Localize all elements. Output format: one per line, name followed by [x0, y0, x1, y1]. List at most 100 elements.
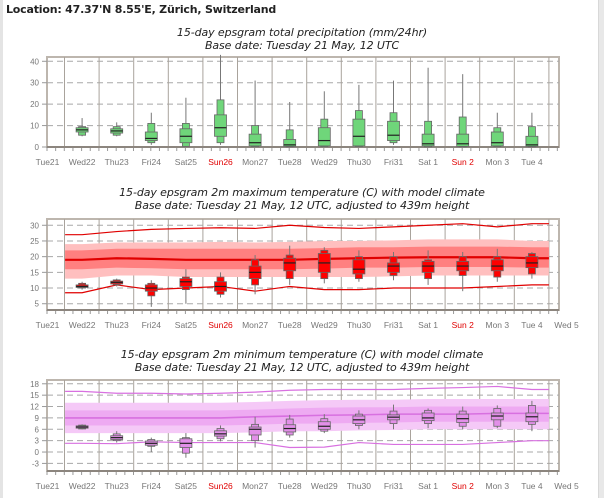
box-25-75: [248, 133, 262, 147]
x-tick-label: Mon 3: [485, 157, 509, 167]
y-tick-label: 0: [35, 143, 40, 152]
box-25-75: [179, 278, 193, 287]
box-25-75: [387, 262, 400, 273]
box-25-75: [421, 412, 435, 421]
tmin-chart-title: 15-day epsgram 2m minimum temperature (C…: [120, 348, 484, 361]
y-tick-label: 0: [35, 448, 40, 457]
climate-min-line: [65, 440, 549, 449]
tmax-chart-title: 15-day epsgram 2m maximum temperature (C…: [119, 186, 485, 199]
x-tick-label: Sun26: [208, 320, 233, 330]
climate-median-line: [65, 412, 549, 419]
x-tick-label: Wed 5: [554, 481, 579, 491]
x-tick-label: Thu23: [105, 320, 129, 330]
x-tick-label: Wed 5: [554, 320, 579, 330]
y-tick-label: 10: [30, 122, 39, 131]
x-tick-label: Tue28: [278, 157, 302, 167]
box-25-75: [283, 139, 297, 147]
box-25-75: [456, 133, 470, 147]
x-tick-label: Fri24: [142, 481, 162, 491]
y-tick-label: 40: [30, 57, 39, 66]
scrollbar[interactable]: [598, 0, 604, 498]
x-tick-label: Sat 1: [418, 481, 438, 491]
x-tick-label: Thu23: [105, 157, 129, 167]
y-tick-label: 30: [30, 221, 39, 230]
x-tick-label: Tue28: [278, 481, 302, 491]
x-tick-label: Tue 4: [521, 157, 543, 167]
box-25-75: [525, 256, 539, 269]
x-tick-label: Tue28: [278, 320, 302, 330]
x-tick-label: Tue 4: [521, 320, 543, 330]
box-25-75: [387, 120, 400, 141]
y-tick-label: 6: [35, 425, 40, 434]
y-tick-label: 12: [30, 403, 39, 412]
y-tick-label: -3: [32, 459, 40, 468]
x-tick-label: Sun26: [208, 481, 233, 491]
y-tick-label: 25: [30, 237, 39, 246]
box-25-75: [317, 421, 331, 430]
box-25-75: [421, 260, 435, 273]
precip-chart-subtitle: Base date: Tuesday 21 May, 12 UTC: [204, 39, 400, 52]
box-25-75: [352, 259, 366, 275]
y-tick-label: 3: [35, 437, 40, 446]
left-border: [0, 0, 3, 498]
x-tick-label: Thu30: [347, 481, 371, 491]
x-tick-label: Mon27: [242, 157, 268, 167]
box-25-75: [248, 426, 262, 436]
x-tick-label: Tue 4: [521, 481, 543, 491]
x-tick-label: Tue21: [36, 320, 60, 330]
x-tick-label: Thu30: [347, 157, 371, 167]
y-tick-label: 15: [30, 391, 39, 400]
x-tick-label: Sun 2: [452, 157, 474, 167]
box-10-90: [285, 129, 294, 148]
x-tick-label: Mon 3: [485, 320, 509, 330]
box-25-75: [490, 259, 504, 272]
y-tick-label: 9: [35, 414, 40, 423]
x-tick-label: Mon 3: [485, 481, 509, 491]
x-tick-label: Fri24: [142, 320, 162, 330]
min-temperature-chart: -3 0 3 6 9 12 15 18 Tue21 Wed22 Thu23 Fri24 Sat25 Sun…: [30, 379, 579, 491]
x-tick-label: Wed29: [311, 320, 338, 330]
box-25-75: [283, 257, 297, 272]
y-tick-label: 20: [30, 253, 39, 262]
tmin-chart-subtitle: Base date: Tuesday 21 May, 12 UTC, adjus…: [134, 361, 470, 374]
tmax-chart-subtitle: Base date: Tuesday 21 May, 12 UTC, adjus…: [134, 199, 470, 212]
x-tick-label: Wed22: [69, 157, 96, 167]
x-tick-label: Mon27: [242, 320, 268, 330]
x-tick-label: Wed22: [69, 320, 96, 330]
x-tick-label: Wed22: [69, 481, 96, 491]
climate-min-line: [65, 284, 549, 294]
y-tick-label: 30: [30, 79, 39, 88]
x-tick-label: Tue21: [36, 157, 60, 167]
box-10-90: [458, 116, 467, 148]
x-tick-label: Thu23: [105, 481, 129, 491]
x-tick-label: Fri24: [142, 157, 162, 167]
box-25-75: [525, 135, 539, 147]
y-tick-label: 18: [30, 380, 39, 389]
box-25-75: [352, 118, 366, 147]
x-tick-label: Fri31: [384, 481, 404, 491]
y-tick-label: 5: [35, 300, 40, 309]
x-tick-label: Sat25: [175, 481, 197, 491]
x-tick-label: Sat25: [175, 320, 197, 330]
x-tick-label: Sun 2: [452, 320, 474, 330]
x-tick-label: Sat25: [175, 157, 197, 167]
x-tick-label: Fri31: [384, 157, 404, 167]
location-heading: Location: 47.37'N 8.55'E, Zürich, Switze…: [6, 3, 277, 16]
x-tick-label: Sat 1: [418, 320, 438, 330]
y-tick-label: 15: [30, 268, 39, 277]
climate-max-line: [65, 223, 549, 236]
plot-frame: [46, 56, 560, 148]
y-tick-label: 20: [30, 100, 39, 109]
precipitation-chart: 0 10 20 30 40 Tue21 Wed22 Thu23 Fri24 Sat25 Sun26 M…: [30, 54, 560, 167]
x-tick-label: Thu30: [347, 320, 371, 330]
climate-max-line: [65, 385, 549, 395]
x-tick-label: Sun26: [208, 157, 233, 167]
y-tick-label: 10: [30, 284, 39, 293]
x-tick-label: Tue21: [36, 481, 60, 491]
x-tick-label: Mon27: [242, 481, 268, 491]
box-25-75: [214, 114, 227, 137]
x-tick-label: Sat 1: [418, 157, 438, 167]
box-25-75: [490, 131, 504, 147]
box-25-75: [421, 133, 435, 147]
climate-median-line: [65, 256, 549, 261]
